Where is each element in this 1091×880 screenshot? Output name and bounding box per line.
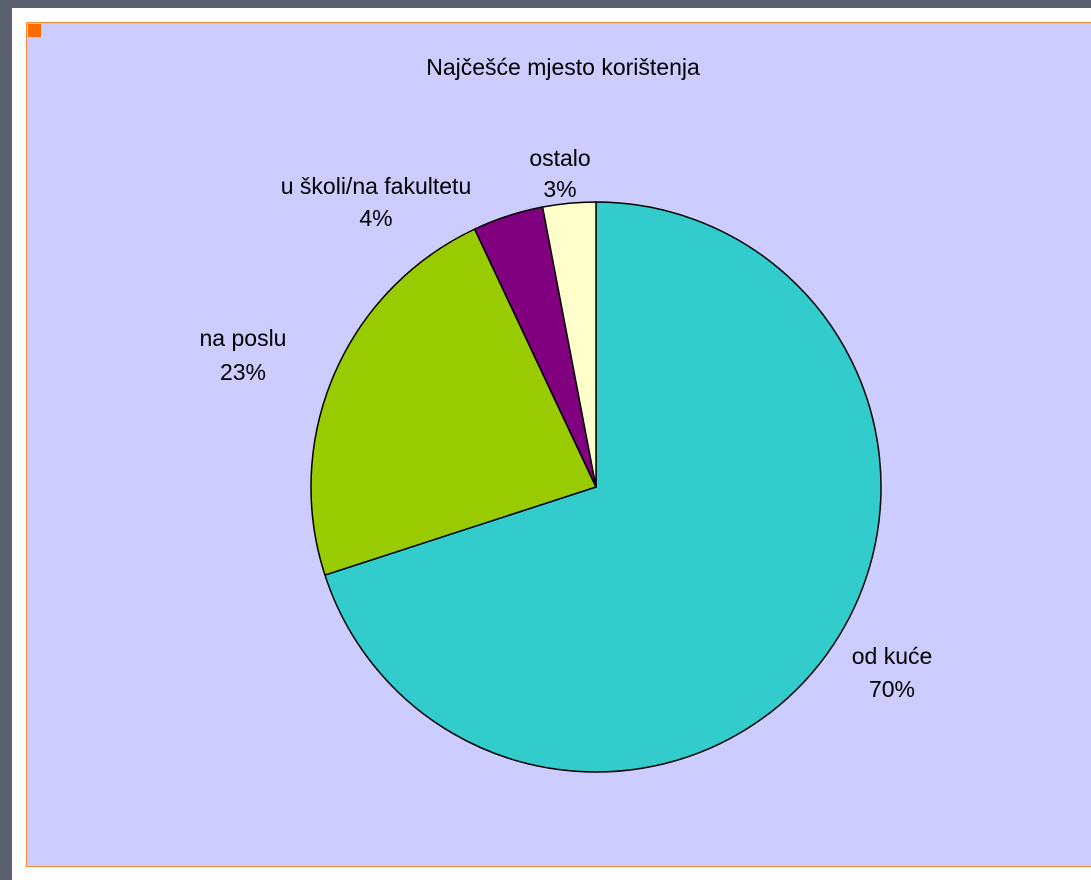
slice-value-label-2: 23% (220, 359, 266, 385)
slice-label-2: na poslu (200, 325, 287, 351)
slice-value-label-4: 3% (543, 176, 576, 202)
pie-slices (311, 202, 881, 772)
slice-value-label-3: 4% (359, 205, 392, 231)
slice-label-1: od kuće (852, 643, 933, 669)
slice-value-label-1: 70% (869, 676, 915, 702)
slice-label-4: ostalo (529, 145, 590, 171)
chart-title: Najčešće mjesto korištenja (426, 54, 700, 80)
slice-label-3: u školi/na fakultetu (281, 173, 472, 199)
